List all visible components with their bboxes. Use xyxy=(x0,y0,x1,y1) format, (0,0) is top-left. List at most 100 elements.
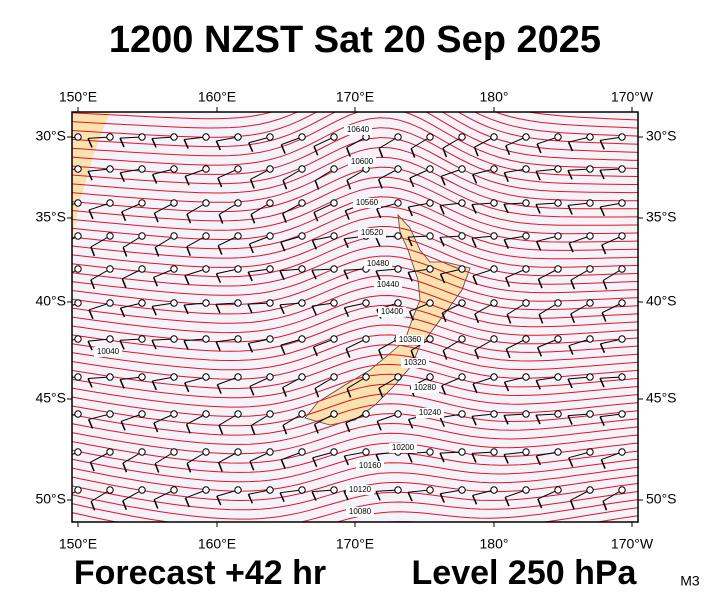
contour-line xyxy=(72,482,638,520)
wind-barb xyxy=(217,177,223,188)
station xyxy=(522,486,530,494)
contour-label-box xyxy=(344,125,372,135)
wind-barb xyxy=(218,424,224,435)
contour-label-box xyxy=(401,358,429,368)
station xyxy=(586,133,594,141)
station xyxy=(458,133,466,141)
contour-line xyxy=(72,186,638,235)
wind-barb xyxy=(345,147,351,157)
contour-label: 10560 xyxy=(356,198,379,207)
lat-label: 45°S xyxy=(646,390,677,406)
wind-barb xyxy=(56,378,60,387)
wind-barb xyxy=(568,457,574,467)
wind-barb xyxy=(216,495,222,506)
station xyxy=(330,373,338,381)
wind-barb xyxy=(248,243,254,254)
contour-line xyxy=(72,432,638,464)
wind-barb xyxy=(474,313,480,324)
wind-barb xyxy=(249,386,255,396)
contour-label: 10080 xyxy=(349,507,372,516)
station xyxy=(490,199,498,207)
contour-label: 10400 xyxy=(381,307,404,316)
station xyxy=(586,410,594,418)
station xyxy=(522,373,530,381)
station xyxy=(426,448,434,456)
station xyxy=(266,165,274,173)
wind-barb xyxy=(601,244,607,255)
contour-label: 10200 xyxy=(392,443,415,452)
wind-barb xyxy=(599,169,605,180)
station xyxy=(170,448,178,456)
map-layer xyxy=(56,112,638,522)
wind-barb xyxy=(56,170,60,179)
contour-line xyxy=(494,112,638,129)
wind-barb xyxy=(407,236,413,247)
wind-barb xyxy=(280,241,286,252)
station xyxy=(106,265,114,273)
wind-barb xyxy=(183,340,189,350)
station xyxy=(74,335,82,343)
station xyxy=(490,486,498,494)
wind-barb xyxy=(247,493,254,504)
lon-label: 170°W xyxy=(611,89,654,105)
station xyxy=(170,335,178,343)
station xyxy=(458,373,466,381)
station xyxy=(330,410,338,418)
contour-label: 10280 xyxy=(414,383,437,392)
wind-barb xyxy=(88,309,94,320)
wind-barb xyxy=(249,179,255,189)
contour-label: 10240 xyxy=(419,408,442,417)
station xyxy=(234,165,242,173)
wind-barb xyxy=(378,349,383,360)
lat-label: 35°S xyxy=(646,209,677,225)
wind-barb xyxy=(313,211,319,222)
station xyxy=(618,410,626,418)
station xyxy=(106,486,114,494)
station xyxy=(618,265,626,273)
lat-label: 50°S xyxy=(35,491,66,507)
contour-label-box xyxy=(346,485,374,495)
contour-line xyxy=(72,314,638,352)
station xyxy=(202,335,210,343)
station xyxy=(586,373,594,381)
station xyxy=(426,265,434,273)
wind-barb xyxy=(409,177,415,188)
wind-barb xyxy=(56,343,60,352)
station xyxy=(170,232,178,240)
contour-label-box xyxy=(348,157,376,167)
wind-barb xyxy=(537,278,543,289)
wind-barb xyxy=(279,492,285,502)
station xyxy=(362,448,370,456)
station xyxy=(586,448,594,456)
station xyxy=(74,199,82,207)
station xyxy=(202,410,210,418)
contour-line xyxy=(72,363,638,399)
station xyxy=(202,373,210,381)
wind-barb xyxy=(375,270,381,281)
station xyxy=(234,373,242,381)
station xyxy=(234,265,242,273)
station xyxy=(202,199,210,207)
wind-barb xyxy=(378,387,384,398)
station xyxy=(394,410,402,418)
station xyxy=(106,199,114,207)
contour-label-box xyxy=(356,461,384,471)
wind-barb xyxy=(536,143,542,154)
contour-label-box xyxy=(378,307,406,317)
station xyxy=(394,373,402,381)
station xyxy=(106,133,114,141)
station xyxy=(362,373,370,381)
contour-label: 10160 xyxy=(359,461,382,470)
station xyxy=(522,410,530,418)
contour-line xyxy=(72,334,638,371)
wind-barb xyxy=(119,307,126,318)
station xyxy=(330,448,338,456)
station xyxy=(458,410,466,418)
wind-barb xyxy=(535,241,542,251)
station xyxy=(330,335,338,343)
station xyxy=(362,299,370,307)
wind-barb xyxy=(185,424,191,434)
station xyxy=(426,232,434,240)
forecast-label: Forecast +42 hr xyxy=(74,554,326,592)
contour-line xyxy=(72,146,638,202)
